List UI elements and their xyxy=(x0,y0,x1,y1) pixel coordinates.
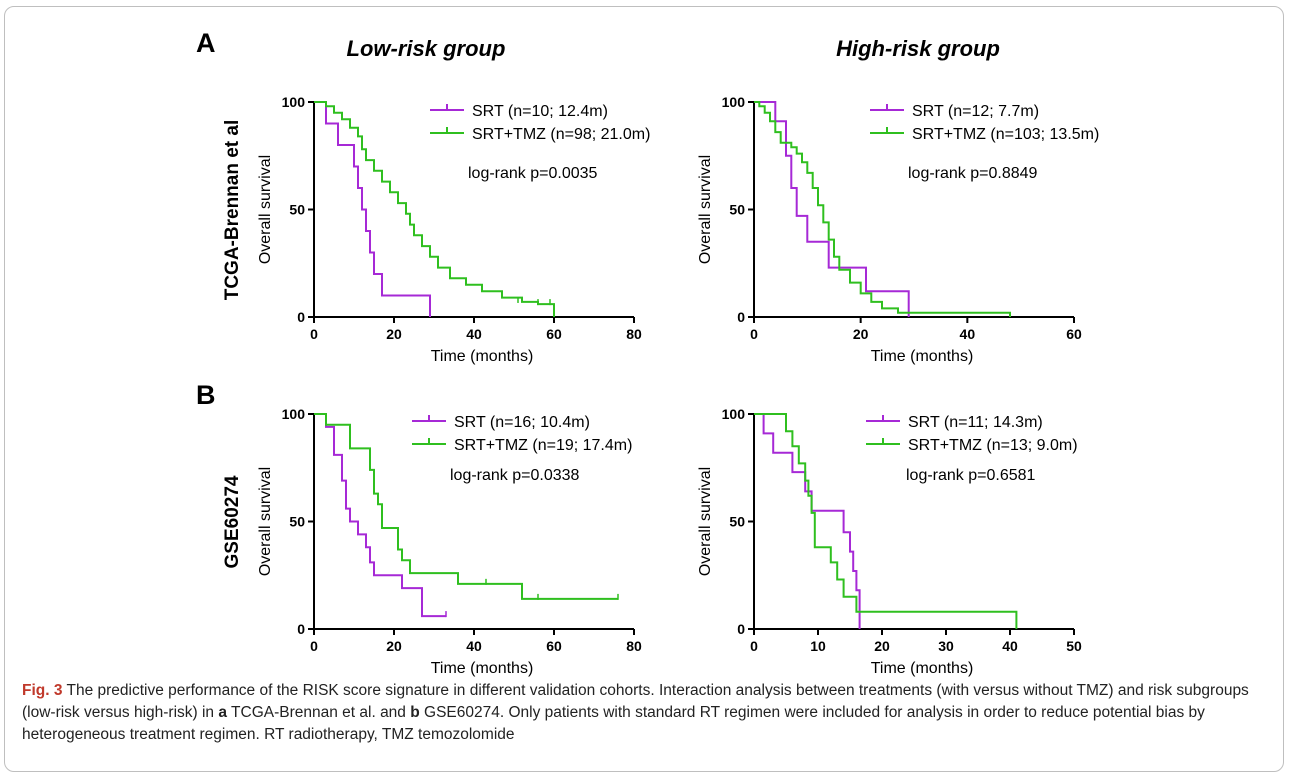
km-curve-srt xyxy=(314,101,431,317)
km-curve-srt-tmz xyxy=(754,413,1018,629)
row-label-a: TCGA-Brennan et al xyxy=(222,120,243,301)
x-tick-label: 40 xyxy=(466,326,482,342)
caption-b-letter: b xyxy=(410,704,420,721)
x-axis-label: Time (months) xyxy=(871,348,974,365)
legend-label: SRT (n=12; 7.7m) xyxy=(912,103,1039,120)
y-tick-label: 0 xyxy=(297,309,305,325)
figure-panels: A B Low-risk group High-risk group TCGA-… xyxy=(196,28,1099,677)
y-axis-label: Overall survival xyxy=(257,467,274,576)
log-rank-annotation: log-rank p=0.0035 xyxy=(468,165,598,182)
y-axis-label: Overall survival xyxy=(697,155,714,264)
km-plot-b-low: 0 50 100 0 20 40 60 80 Time (months) Overall surv… xyxy=(257,406,642,677)
panel-a-letter: A xyxy=(196,28,216,58)
legend-label: SRT (n=10; 12.4m) xyxy=(472,103,608,120)
caption-text-1: The predictive performance of the RISK s… xyxy=(22,682,1249,721)
km-curve-srt-tmz xyxy=(314,413,618,600)
figure-caption: Fig. 3 The predictive performance of the… xyxy=(22,680,1262,746)
y-tick-label: 100 xyxy=(722,406,746,422)
x-tick-label: 30 xyxy=(938,638,954,654)
x-tick-label: 0 xyxy=(750,638,758,654)
x-tick-label: 10 xyxy=(810,638,826,654)
x-tick-label: 0 xyxy=(310,638,318,654)
legend-label: SRT+TMZ (n=98; 21.0m) xyxy=(472,126,650,143)
x-tick-label: 20 xyxy=(386,326,402,342)
y-tick-label: 50 xyxy=(729,514,745,530)
km-curve-srt-tmz xyxy=(754,101,1011,317)
x-tick-label: 50 xyxy=(1066,638,1082,654)
x-tick-label: 20 xyxy=(874,638,890,654)
y-tick-label: 0 xyxy=(297,621,305,637)
x-axis-label: Time (months) xyxy=(871,660,974,677)
km-curve-srt xyxy=(754,101,910,317)
y-tick-label: 50 xyxy=(289,202,305,218)
caption-a-letter: a xyxy=(218,704,227,721)
km-plot-a-low: 0 50 100 0 20 40 60 80 Time (months) Overall surv… xyxy=(257,94,650,365)
legend-label: SRT+TMZ (n=19; 17.4m) xyxy=(454,437,632,454)
y-tick-label: 50 xyxy=(729,202,745,218)
log-rank-annotation: log-rank p=0.6581 xyxy=(906,467,1036,484)
caption-text-2: TCGA-Brennan et al. and xyxy=(227,704,411,721)
x-tick-label: 0 xyxy=(750,326,758,342)
legend-label: SRT (n=11; 14.3m) xyxy=(908,414,1043,431)
y-tick-label: 50 xyxy=(289,514,305,530)
y-tick-label: 0 xyxy=(737,309,745,325)
y-axis-label: Overall survival xyxy=(257,155,274,264)
x-axis-label: Time (months) xyxy=(431,348,534,365)
legend-label: SRT (n=16; 10.4m) xyxy=(454,414,590,431)
caption-fig-label: Fig. 3 xyxy=(22,682,63,699)
col-title-low: Low-risk group xyxy=(347,36,506,61)
x-tick-label: 60 xyxy=(1066,326,1082,342)
x-tick-label: 40 xyxy=(1002,638,1018,654)
y-tick-label: 0 xyxy=(737,621,745,637)
y-tick-label: 100 xyxy=(722,94,746,110)
col-title-high: High-risk group xyxy=(836,36,1000,61)
x-tick-label: 20 xyxy=(386,638,402,654)
x-tick-label: 40 xyxy=(960,326,976,342)
caption-text-3: GSE60274. Only patients with standard RT… xyxy=(22,704,1205,743)
x-tick-label: 20 xyxy=(853,326,869,342)
panel-b-letter: B xyxy=(196,380,216,410)
figure-frame xyxy=(4,6,1284,772)
x-tick-label: 40 xyxy=(466,638,482,654)
x-tick-label: 60 xyxy=(546,638,562,654)
row-label-b: GSE60274 xyxy=(222,475,243,568)
km-curve-srt-tmz xyxy=(314,101,555,317)
x-axis-label: Time (months) xyxy=(431,660,534,677)
x-tick-label: 0 xyxy=(310,326,318,342)
km-curve-srt xyxy=(314,413,446,618)
y-tick-label: 100 xyxy=(282,406,306,422)
x-tick-label: 80 xyxy=(626,326,642,342)
km-plot-a-high: 0 50 100 0 20 40 60 Time (months) Overall surviv… xyxy=(697,94,1099,365)
y-axis-label: Overall survival xyxy=(697,467,714,576)
x-tick-label: 60 xyxy=(546,326,562,342)
log-rank-annotation: log-rank p=0.8849 xyxy=(908,165,1038,182)
y-tick-label: 100 xyxy=(282,94,306,110)
log-rank-annotation: log-rank p=0.0338 xyxy=(450,467,580,484)
legend-label: SRT+TMZ (n=13; 9.0m) xyxy=(908,437,1078,454)
legend-label: SRT+TMZ (n=103; 13.5m) xyxy=(912,126,1099,143)
x-tick-label: 80 xyxy=(626,638,642,654)
km-plot-b-high: 0 50 100 0 10 20 30 40 50 Time (months) Overall su… xyxy=(697,406,1082,677)
